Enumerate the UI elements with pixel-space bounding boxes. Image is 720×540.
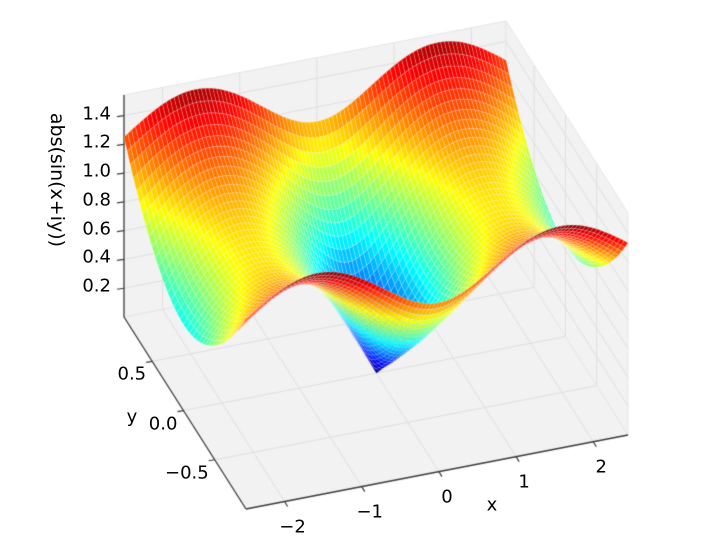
z-tick-label: 1.0	[82, 160, 111, 182]
z-tick-label: 0.4	[82, 246, 111, 268]
z-tick-label: 0.8	[82, 189, 111, 211]
z-tick-label: 1.2	[82, 131, 111, 153]
z-tick-label: 0.6	[82, 218, 111, 240]
x-tick-label: −2	[279, 516, 306, 538]
x-tick-label: 2	[595, 456, 607, 478]
z-tick-label: 0.2	[82, 275, 111, 297]
y-tick-label: −0.5	[164, 462, 209, 484]
x-tick-label: 0	[441, 486, 453, 508]
z-tick-label: 1.4	[82, 103, 111, 125]
y-tick-label: 0.5	[117, 363, 147, 385]
y-tick-label: 0.0	[148, 413, 178, 435]
x-tick-label: −1	[356, 501, 384, 523]
x-tick-label: 1	[518, 471, 530, 493]
y-axis-label: y	[126, 406, 138, 428]
z-axis-label: abs(sin(x+iy))	[46, 112, 68, 248]
x-axis-label: x	[486, 494, 498, 516]
